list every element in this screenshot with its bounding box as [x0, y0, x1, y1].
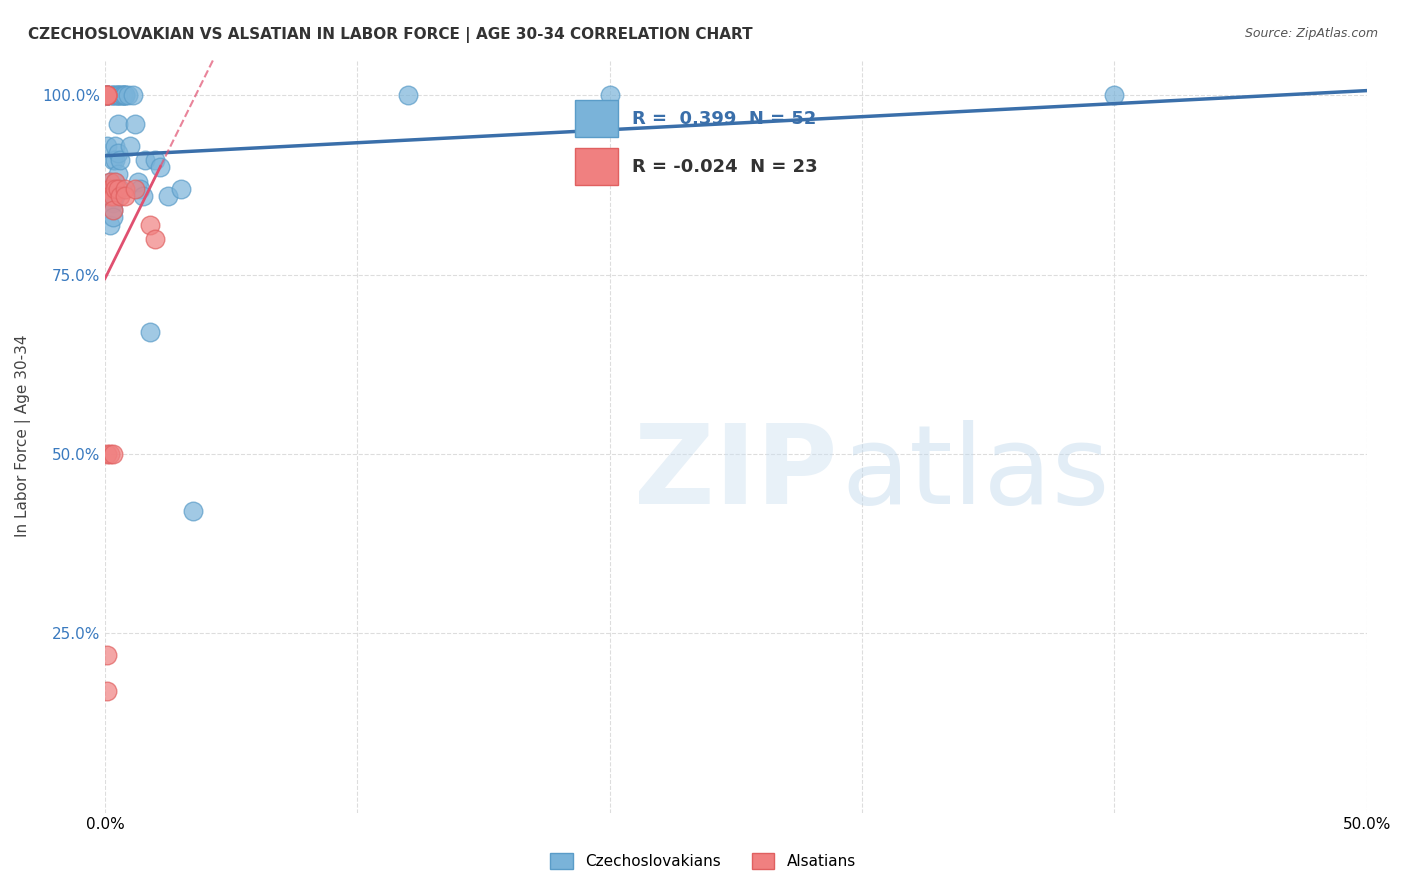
Point: [1104, 88, 1126, 103]
Point: [96, 88, 118, 103]
Legend: Czechoslovakians, Alsatians: Czechoslovakians, Alsatians: [544, 847, 862, 875]
Point: [114, 182, 136, 196]
Point: [98, 218, 121, 232]
Text: CZECHOSLOVAKIAN VS ALSATIAN IN LABOR FORCE | AGE 30-34 CORRELATION CHART: CZECHOSLOVAKIAN VS ALSATIAN IN LABOR FOR…: [28, 27, 752, 43]
Point: [120, 138, 142, 153]
Point: [101, 196, 124, 211]
Point: [107, 145, 129, 160]
Point: [101, 211, 124, 225]
Point: [104, 182, 127, 196]
Point: [104, 138, 127, 153]
Point: [108, 88, 131, 103]
Point: [98, 189, 121, 203]
Point: [132, 189, 155, 203]
Point: [104, 153, 127, 167]
Point: [98, 189, 121, 203]
Point: [101, 447, 124, 461]
Point: [121, 88, 143, 103]
Point: [101, 88, 124, 103]
Point: [107, 88, 129, 103]
Point: [96, 88, 118, 103]
Point: [145, 153, 167, 167]
Point: [101, 153, 124, 167]
Point: [96, 88, 118, 103]
Point: [129, 182, 152, 196]
Point: [96, 138, 118, 153]
Point: [124, 182, 146, 196]
Point: [599, 88, 621, 103]
Point: [145, 232, 167, 246]
Point: [124, 117, 146, 131]
Point: [98, 88, 121, 103]
Point: [107, 167, 129, 181]
Point: [114, 189, 136, 203]
Point: [104, 174, 127, 188]
Point: [170, 182, 193, 196]
Point: [134, 153, 156, 167]
Point: [96, 88, 118, 103]
Point: [396, 88, 419, 103]
Point: [101, 88, 124, 103]
Point: [139, 218, 162, 232]
Point: [107, 182, 129, 196]
Point: [101, 203, 124, 218]
Point: [127, 174, 149, 188]
Text: Source: ZipAtlas.com: Source: ZipAtlas.com: [1244, 27, 1378, 40]
Point: [111, 88, 134, 103]
Point: [111, 88, 134, 103]
Point: [107, 88, 129, 103]
Point: [98, 174, 121, 188]
Point: [104, 174, 127, 188]
Point: [101, 203, 124, 218]
Point: [101, 182, 124, 196]
Point: [181, 504, 204, 518]
Point: [107, 117, 129, 131]
Text: ZIP: ZIP: [634, 420, 838, 527]
Point: [111, 88, 134, 103]
Point: [96, 683, 118, 698]
Point: [98, 174, 121, 188]
Point: [96, 88, 118, 103]
Point: [107, 88, 129, 103]
Text: atlas: atlas: [841, 420, 1109, 527]
Point: [108, 153, 131, 167]
Point: [96, 88, 118, 103]
Point: [98, 447, 121, 461]
Point: [96, 447, 118, 461]
Point: [114, 88, 136, 103]
Point: [96, 648, 118, 662]
Point: [104, 189, 127, 203]
Point: [98, 182, 121, 196]
Point: [114, 88, 136, 103]
Point: [117, 88, 139, 103]
Point: [149, 160, 172, 174]
Point: [104, 88, 127, 103]
Point: [157, 189, 180, 203]
Point: [108, 182, 131, 196]
Point: [96, 88, 118, 103]
Point: [139, 325, 162, 339]
Y-axis label: In Labor Force | Age 30-34: In Labor Force | Age 30-34: [15, 334, 31, 537]
Point: [108, 189, 131, 203]
Point: [101, 189, 124, 203]
Point: [104, 182, 127, 196]
